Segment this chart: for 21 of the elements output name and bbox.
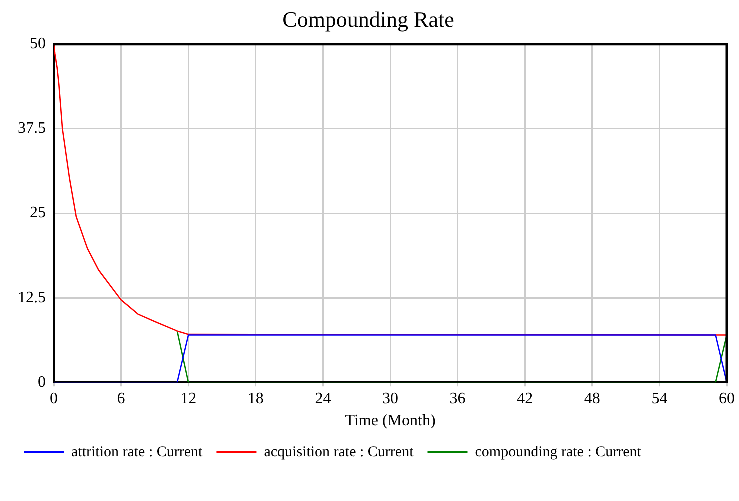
x-tick-label: 24 <box>315 390 332 408</box>
x-tick-label: 0 <box>50 390 58 408</box>
x-tick-label: 6 <box>117 390 126 408</box>
y-tick-label: 37.5 <box>18 120 46 138</box>
x-tick-label: 48 <box>584 390 600 408</box>
x-tick-label: 30 <box>382 390 398 408</box>
y-tick-label: 25 <box>30 204 46 222</box>
x-tick-label: 18 <box>248 390 264 408</box>
legend-label: attrition rate : Current <box>72 444 204 460</box>
chart-title: Compounding Rate <box>282 6 454 32</box>
legend-label: compounding rate : Current <box>475 444 642 460</box>
x-tick-label: 36 <box>450 390 466 408</box>
legend-label: acquisition rate : Current <box>264 444 415 460</box>
y-tick-label: 12.5 <box>18 289 46 306</box>
x-tick-label: 60 <box>719 390 735 408</box>
x-tick-label: 42 <box>517 390 534 408</box>
x-axis-title: Time (Month) <box>345 412 436 430</box>
y-tick-label: 0 <box>38 374 46 391</box>
y-tick-label: 50 <box>30 36 46 53</box>
x-tick-label: 54 <box>652 390 668 408</box>
x-tick-label: 12 <box>180 390 197 408</box>
